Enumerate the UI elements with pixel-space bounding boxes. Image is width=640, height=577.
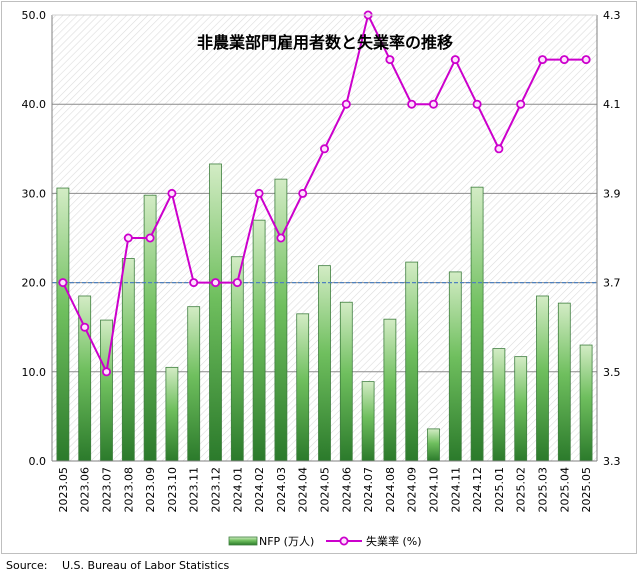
unemployment-point <box>167 188 177 198</box>
bar <box>470 186 484 462</box>
unemployment-point <box>319 144 329 154</box>
bar <box>209 163 222 462</box>
bar <box>230 256 244 462</box>
unemployment-point <box>494 144 504 154</box>
bar <box>339 301 353 462</box>
y-left-tick-label: 20.0 <box>22 277 47 290</box>
bar-series <box>56 163 593 462</box>
x-tick-label: 2023.05 <box>57 467 70 513</box>
unemployment-point <box>80 322 90 332</box>
x-tick-label: 2023.08 <box>122 467 135 513</box>
x-tick-label: 2024.01 <box>231 467 244 513</box>
x-tick-label: 2024.12 <box>471 467 484 513</box>
bar <box>165 366 179 462</box>
y-right-tick-label: 3.7 <box>603 277 621 290</box>
x-tick-label: 2024.06 <box>340 467 353 513</box>
x-tick-label: 2023.10 <box>166 467 179 513</box>
x-tick-label: 2023.06 <box>79 467 92 513</box>
x-tick-label: 2024.08 <box>384 467 397 513</box>
bar <box>187 306 201 462</box>
y-right-tick-label: 3.9 <box>603 187 621 200</box>
x-tick-label: 2024.10 <box>428 467 441 513</box>
chart-title: 非農業部門雇用者数と失業率の推移 <box>197 33 453 52</box>
source-line: Source: U.S. Bureau of Labor Statistics <box>6 559 229 572</box>
unemployment-point <box>516 99 526 109</box>
unemployment-point <box>210 278 220 288</box>
x-tick-label: 2024.07 <box>362 467 375 513</box>
legend-line-marker <box>339 536 349 546</box>
unemployment-point <box>559 55 569 65</box>
bar <box>252 219 266 462</box>
x-tick-label: 2024.02 <box>253 467 266 513</box>
bar <box>296 313 310 462</box>
unemployment-point <box>102 367 112 377</box>
chart-svg: 0.0 10.0 20.0 30.0 40.0 50.0 3.3 3.5 3.7 3.9 4.1 4.… <box>22 9 621 548</box>
bar <box>121 258 135 462</box>
bar <box>274 178 288 462</box>
unemployment-point <box>385 55 395 65</box>
x-tick-label: 2025.04 <box>558 467 571 513</box>
legend: NFP (万人) 失業率 (%) <box>228 534 422 548</box>
x-tick-label: 2023.12 <box>210 467 223 513</box>
unemployment-point <box>232 278 242 288</box>
line-series <box>58 10 591 377</box>
unemployment-point <box>581 55 591 65</box>
unemployment-point <box>538 55 548 65</box>
bar <box>579 344 593 462</box>
y-right-tick-label: 3.3 <box>603 455 621 468</box>
bar <box>383 318 397 462</box>
bar <box>492 348 506 462</box>
x-tick-label: 2023.07 <box>101 467 114 513</box>
y-right-tick-label: 3.5 <box>603 366 621 379</box>
source-text: U.S. Bureau of Labor Statistics <box>62 559 230 572</box>
y-right-tick-label: 4.3 <box>603 9 621 22</box>
y-left-tick-label: 0.0 <box>29 455 47 468</box>
bar <box>514 356 528 462</box>
x-tick-label: 2025.03 <box>537 467 550 513</box>
axes: 0.0 10.0 20.0 30.0 40.0 50.0 3.3 3.5 3.7 3.9 4.1 4.… <box>22 9 621 513</box>
y-left-tick-label: 10.0 <box>22 366 47 379</box>
unemployment-point <box>341 99 351 109</box>
unemployment-point <box>254 188 264 198</box>
x-tick-label: 2024.03 <box>275 467 288 513</box>
x-tick-label: 2025.02 <box>515 467 528 513</box>
bar <box>448 271 462 462</box>
source-label: Source: <box>6 559 48 572</box>
unemployment-point <box>276 233 286 243</box>
x-tick-label: 2024.05 <box>319 467 332 513</box>
bar <box>56 187 70 462</box>
unemployment-point <box>145 233 155 243</box>
unemployment-point <box>472 99 482 109</box>
unemployment-point <box>298 188 308 198</box>
unemployment-point <box>450 55 460 65</box>
x-tick-label: 2023.09 <box>144 467 157 513</box>
x-tick-label: 2023.11 <box>188 467 201 513</box>
bar <box>361 381 375 462</box>
y-right-tick-label: 4.1 <box>603 98 621 111</box>
unemployment-point <box>123 233 133 243</box>
y-left-tick-label: 30.0 <box>22 187 47 200</box>
legend-bar-label: NFP (万人) <box>259 535 314 548</box>
x-tick-label: 2024.11 <box>449 467 462 513</box>
unemployment-point <box>58 278 68 288</box>
bar <box>405 261 419 462</box>
bar <box>318 265 331 462</box>
x-tick-label: 2025.01 <box>493 467 506 513</box>
x-tick-label: 2025.05 <box>580 467 593 513</box>
y-left-tick-label: 40.0 <box>22 98 47 111</box>
bar <box>427 428 440 462</box>
unemployment-point <box>428 99 438 109</box>
x-tick-label: 2024.09 <box>406 467 419 513</box>
legend-bar-swatch <box>228 536 258 546</box>
unemployment-point <box>407 99 417 109</box>
bar <box>536 295 549 462</box>
x-tick-label: 2024.04 <box>297 467 310 513</box>
unemployment-point <box>189 278 199 288</box>
y-left-tick-label: 50.0 <box>22 9 47 22</box>
bar <box>557 302 571 462</box>
legend-line-label: 失業率 (%) <box>366 534 422 548</box>
